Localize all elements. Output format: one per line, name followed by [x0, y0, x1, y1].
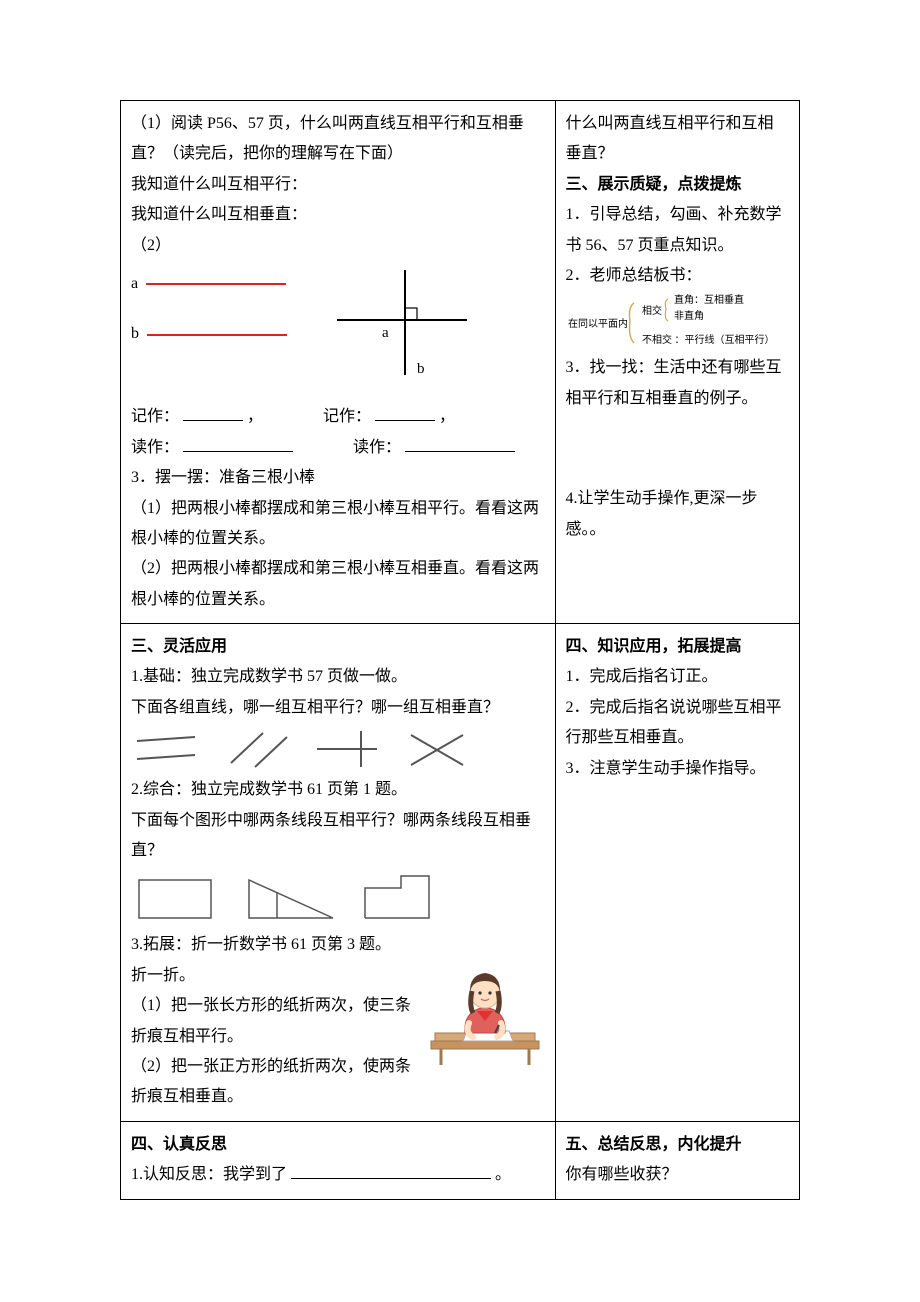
- shape-tri: [239, 870, 339, 926]
- r3l-line: 1.认知反思：我学到了 。: [131, 1160, 545, 1190]
- worksheet-table: （1）阅读 P56、57 页，什么叫两直线互相平行和互相垂直？（读完后，把你的理…: [120, 100, 800, 1200]
- svg-text:非直角: 非直角: [674, 309, 704, 322]
- r2l-p2: 2.综合：独立完成数学书 61 页第 1 题。: [131, 775, 545, 805]
- fold-1: （1）把一张长方形的纸折两次，使三条折痕互相平行。: [131, 991, 415, 1052]
- r2l-p3: 3.拓展：折一折数学书 61 页第 3 题。: [131, 930, 545, 960]
- duzuo-row: 读作： 读作：: [131, 433, 545, 463]
- blank-duzuo-1: [183, 436, 293, 452]
- comma-1: ，: [247, 408, 263, 425]
- spacer: [566, 414, 789, 484]
- jizuo-label-1: 记作：: [131, 408, 179, 425]
- row-3: 四、认真反思 1.认知反思：我学到了 。 五、总结反思，内化提升 你有哪些收获？: [121, 1121, 800, 1199]
- diagram-row: a b a b: [131, 265, 545, 396]
- shape-l: [357, 870, 441, 926]
- row2-right-cell: 四、知识应用，拓展提高 1．完成后指名订正。 2．完成后指名说说哪些互相平行那些…: [555, 624, 799, 1122]
- r3r-p1: 你有哪些收获？: [566, 1160, 789, 1190]
- svg-text:在同以平面内: 在同以平面内: [568, 317, 628, 330]
- pair-2: [221, 727, 293, 771]
- r2l-p1: 1.基础：独立完成数学书 57 页做一做。: [131, 662, 545, 692]
- pair-3: [311, 727, 383, 771]
- know-perp: 我知道什么叫互相垂直：: [131, 200, 545, 230]
- q2-label: （2）: [131, 231, 545, 261]
- row3-left-cell: 四、认真反思 1.认知反思：我学到了 。: [121, 1121, 556, 1199]
- row2-left-cell: 三、灵活应用 1.基础：独立完成数学书 57 页做一做。 下面各组直线，哪一组互…: [121, 624, 556, 1122]
- fold-block: 折一折。 （1）把一张长方形的纸折两次，使三条折痕互相平行。 （2）把一张正方形…: [131, 961, 545, 1113]
- concept-tree: 在同以平面内 相交 直角：互相垂直 非直角 不相交 ：平行线（互相平行）: [566, 291, 816, 353]
- r1r-opening: 什么叫两直线互相平行和互相垂直？: [566, 109, 789, 170]
- blank-duzuo-2: [405, 436, 515, 452]
- pair-1: [131, 727, 203, 771]
- item3-2: （2）把两根小棒都摆成和第三根小棒互相垂直。看看这两根小棒的位置关系。: [131, 554, 545, 615]
- pair-4: [401, 727, 473, 771]
- perpendicular-diagram: a b: [327, 265, 477, 396]
- parallel-lines-diagram: a b: [131, 265, 287, 350]
- red-line-a: [146, 283, 286, 285]
- know-parallel: 我知道什么叫互相平行：: [131, 170, 545, 200]
- r2r-p2: 2．完成后指名说说哪些互相平行那些互相垂直。: [566, 693, 789, 754]
- r1r-p1: 1．引导总结，勾画、补充数学书 56、57 页重点知识。: [566, 200, 789, 261]
- row1-right-cell: 什么叫两直线互相平行和互相垂直？ 三、展示质疑，点拨提炼 1．引导总结，勾画、补…: [555, 101, 799, 624]
- student-illustration: [425, 961, 545, 1071]
- item3-1: （1）把两根小棒都摆成和第三根小棒互相平行。看看这两根小棒的位置关系。: [131, 494, 545, 555]
- blank-reflect: [291, 1163, 491, 1179]
- line-pairs-row: [131, 727, 545, 771]
- row1-left-cell: （1）阅读 P56、57 页，什么叫两直线互相平行和互相垂直？（读完后，把你的理…: [121, 101, 556, 624]
- blank-jizuo-1: [183, 405, 243, 421]
- row-1: （1）阅读 P56、57 页，什么叫两直线互相平行和互相垂直？（读完后，把你的理…: [121, 101, 800, 624]
- shape-rect: [131, 870, 221, 926]
- svg-text:b: b: [417, 361, 425, 377]
- duzuo-label-2: 读作：: [353, 439, 401, 456]
- r2r-p1: 1．完成后指名订正。: [566, 662, 789, 692]
- fold-2: （2）把一张正方形的纸折两次，使两条折痕互相垂直。: [131, 1052, 415, 1113]
- row3-right-cell: 五、总结反思，内化提升 你有哪些收获？: [555, 1121, 799, 1199]
- row-2: 三、灵活应用 1.基础：独立完成数学书 57 页做一做。 下面各组直线，哪一组互…: [121, 624, 800, 1122]
- jizuo-row: 记作： ， 记作： ，: [131, 402, 545, 432]
- comma-2: ，: [439, 408, 455, 425]
- shapes-row: [131, 870, 545, 926]
- jizuo-label-2: 记作：: [323, 408, 371, 425]
- r3l-p1b: 。: [495, 1166, 511, 1183]
- r2l-p2ex: 下面每个图形中哪两条线段互相平行？哪两条线段互相垂直？: [131, 806, 545, 867]
- label-a: a: [131, 269, 138, 299]
- svg-text:a: a: [382, 325, 389, 341]
- r2r-p3: 3．注意学生动手操作指导。: [566, 754, 789, 784]
- q1-text: （1）阅读 P56、57 页，什么叫两直线互相平行和互相垂直？（读完后，把你的理…: [131, 109, 545, 170]
- r2l-h: 三、灵活应用: [131, 632, 545, 662]
- r1r-p4: 4.让学生动手操作,更深一步感。。: [566, 484, 789, 545]
- r3r-h: 五、总结反思，内化提升: [566, 1130, 789, 1160]
- r3l-h: 四、认真反思: [131, 1130, 545, 1160]
- red-line-b: [147, 334, 287, 336]
- r3l-p1a: 1.认知反思：我学到了: [131, 1166, 287, 1183]
- r2l-p1ex: 下面各组直线，哪一组互相平行？哪一组互相垂直？: [131, 693, 545, 723]
- svg-text:直角：互相垂直: 直角：互相垂直: [674, 293, 744, 306]
- svg-text:不相交 ：平行线（互相平行）: 不相交 ：平行线（互相平行）: [642, 333, 775, 346]
- item3: 3．摆一摆：准备三根小棒: [131, 463, 545, 493]
- r1r-p3: 3．找一找：生活中还有哪些互相平行和互相垂直的例子。: [566, 353, 789, 414]
- duzuo-label-1: 读作：: [131, 439, 179, 456]
- svg-text:相交: 相交: [642, 304, 662, 317]
- blank-jizuo-2: [375, 405, 435, 421]
- r1r-h3: 三、展示质疑，点拨提炼: [566, 170, 789, 200]
- label-b: b: [131, 319, 139, 349]
- r1r-p2: 2．老师总结板书：: [566, 261, 789, 291]
- fold-title: 折一折。: [131, 961, 415, 991]
- r2r-h: 四、知识应用，拓展提高: [566, 632, 789, 662]
- perp-svg: a b: [327, 265, 477, 385]
